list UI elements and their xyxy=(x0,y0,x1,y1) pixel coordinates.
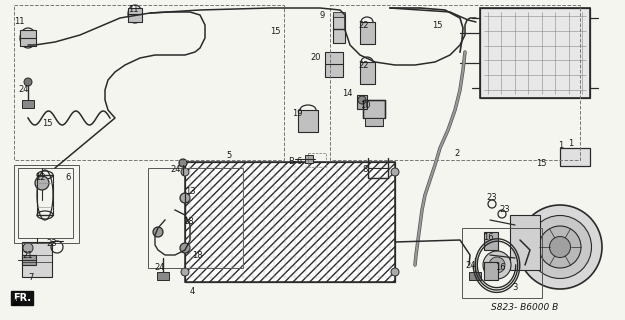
Text: 8: 8 xyxy=(362,165,368,174)
Bar xyxy=(480,8,590,98)
Bar xyxy=(20,30,36,46)
Text: B-6: B-6 xyxy=(288,157,302,166)
Text: 4: 4 xyxy=(190,287,195,297)
Bar xyxy=(333,15,345,43)
Text: 9: 9 xyxy=(320,12,325,20)
Circle shape xyxy=(179,159,187,167)
Bar xyxy=(18,168,73,238)
Bar xyxy=(333,12,345,17)
Bar xyxy=(360,62,375,84)
Circle shape xyxy=(181,168,189,176)
Bar xyxy=(308,153,326,167)
Bar xyxy=(185,162,395,282)
Text: 15: 15 xyxy=(270,28,281,36)
Text: 15: 15 xyxy=(432,21,442,30)
Text: 12: 12 xyxy=(35,173,46,182)
Bar xyxy=(469,272,481,280)
Text: 18: 18 xyxy=(183,218,194,227)
Bar xyxy=(14,165,79,243)
Text: 22: 22 xyxy=(358,61,369,70)
Text: 6: 6 xyxy=(65,173,71,182)
Text: 15: 15 xyxy=(536,159,546,169)
Bar xyxy=(298,110,318,132)
Bar xyxy=(462,228,542,298)
Text: 1: 1 xyxy=(558,140,563,149)
Text: 23: 23 xyxy=(486,194,497,203)
Circle shape xyxy=(391,268,399,276)
Bar xyxy=(148,168,243,268)
Text: 11: 11 xyxy=(128,5,139,14)
Bar xyxy=(330,5,580,160)
Circle shape xyxy=(391,168,399,176)
Circle shape xyxy=(489,257,505,273)
Text: FR.: FR. xyxy=(13,293,31,303)
Text: 3: 3 xyxy=(512,284,518,292)
Bar xyxy=(365,118,383,126)
Circle shape xyxy=(24,78,32,86)
Text: 24: 24 xyxy=(465,260,476,269)
Text: 18: 18 xyxy=(192,252,202,260)
Circle shape xyxy=(153,227,163,237)
Bar xyxy=(14,5,284,160)
Text: 22: 22 xyxy=(358,21,369,30)
Bar xyxy=(22,242,52,277)
Text: 15: 15 xyxy=(42,119,52,129)
Bar xyxy=(22,255,36,265)
Circle shape xyxy=(180,243,190,253)
Bar xyxy=(510,215,540,270)
Text: 5: 5 xyxy=(226,151,231,161)
Text: 16: 16 xyxy=(483,233,494,242)
Circle shape xyxy=(358,96,366,104)
Text: 13: 13 xyxy=(185,188,196,196)
Bar xyxy=(480,8,590,98)
Text: 2: 2 xyxy=(454,148,459,157)
Bar xyxy=(185,162,395,282)
Text: 10: 10 xyxy=(360,101,371,110)
Text: 24: 24 xyxy=(154,263,164,273)
Bar xyxy=(325,52,343,77)
Bar xyxy=(484,232,498,250)
Circle shape xyxy=(180,193,190,203)
Circle shape xyxy=(35,176,49,190)
Circle shape xyxy=(549,236,571,258)
Bar xyxy=(484,262,498,280)
Circle shape xyxy=(529,215,591,278)
Bar xyxy=(357,95,367,109)
Text: 11: 11 xyxy=(14,18,24,27)
Text: 19: 19 xyxy=(292,108,302,117)
Circle shape xyxy=(181,268,189,276)
Bar xyxy=(128,8,142,22)
Bar xyxy=(360,22,375,44)
Text: 14: 14 xyxy=(342,89,352,98)
Bar xyxy=(22,100,34,108)
Text: 24: 24 xyxy=(170,165,181,174)
Bar xyxy=(363,100,385,118)
Text: 21: 21 xyxy=(22,252,32,260)
Bar xyxy=(560,148,590,166)
Bar xyxy=(305,155,313,163)
Circle shape xyxy=(483,251,511,279)
Text: S823- B6000 B: S823- B6000 B xyxy=(491,302,559,311)
Bar xyxy=(157,272,169,280)
Text: 24: 24 xyxy=(18,85,29,94)
Text: 7: 7 xyxy=(28,274,33,283)
Text: 16: 16 xyxy=(495,263,506,273)
Text: 23: 23 xyxy=(499,205,509,214)
Circle shape xyxy=(539,226,581,268)
Circle shape xyxy=(23,243,33,253)
Text: 1: 1 xyxy=(568,139,573,148)
Text: 23: 23 xyxy=(46,238,57,247)
Text: 20: 20 xyxy=(310,53,321,62)
Circle shape xyxy=(518,205,602,289)
